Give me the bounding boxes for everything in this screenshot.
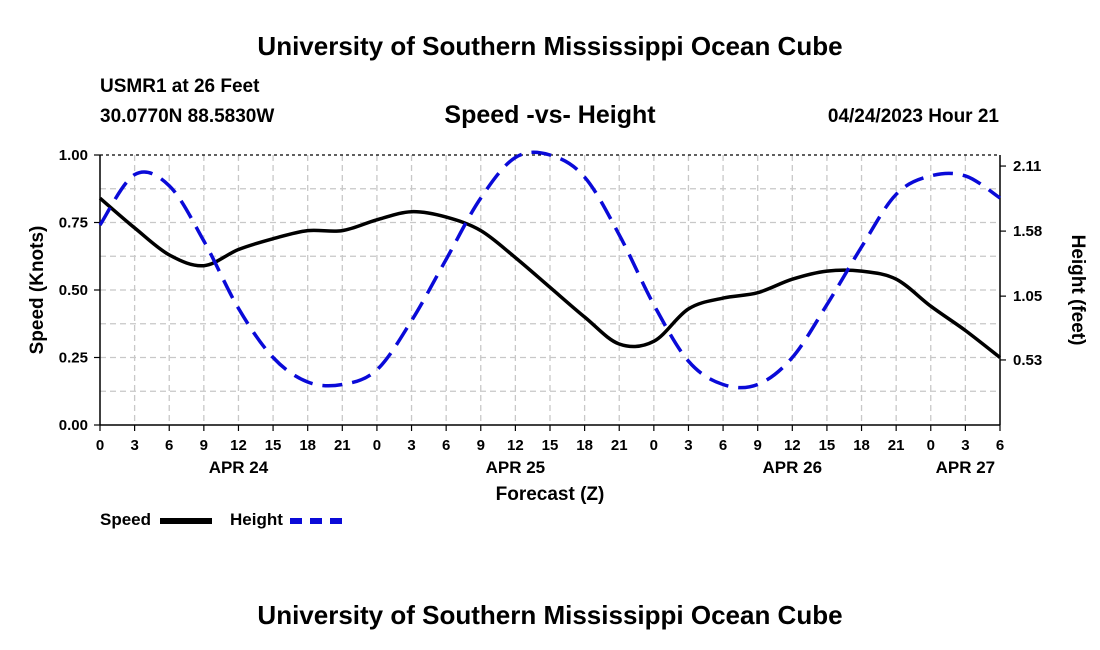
legend-speed-label: Speed (100, 510, 152, 529)
x-tick-label: 21 (334, 437, 351, 454)
y2-axis-title: Height (feet) (1067, 235, 1088, 346)
x-tick-label: 9 (200, 437, 208, 454)
x-tick-label: 21 (611, 437, 628, 454)
x-tick-label: 15 (542, 437, 559, 454)
x-tick-label: 21 (888, 437, 905, 454)
coordinates-label: 30.0770N 88.5830W (100, 106, 275, 127)
x-tick-label: 6 (165, 437, 173, 454)
y-tick-label: 1.00 (59, 147, 88, 164)
x-tick-label: 18 (299, 437, 316, 454)
y-tick-label: 0.50 (59, 282, 88, 299)
footer-title: University of Southern Mississippi Ocean… (257, 600, 843, 630)
x-tick-label: 9 (754, 437, 762, 454)
chart-subtitle: Speed -vs- Height (444, 101, 656, 129)
x-tick-label: 0 (650, 437, 658, 454)
date-label: APR 26 (763, 458, 823, 477)
x-tick-label: 18 (576, 437, 593, 454)
x-tick-label: 6 (996, 437, 1004, 454)
y-axis-title: Speed (Knots) (27, 226, 48, 355)
x-tick-label: 6 (442, 437, 450, 454)
x-tick-label: 18 (853, 437, 870, 454)
x-tick-label: 3 (961, 437, 969, 454)
legend-height-label: Height (230, 510, 283, 529)
y2-tick-label: 0.53 (1013, 352, 1042, 369)
x-tick-label: 9 (477, 437, 485, 454)
x-tick-label: 0 (96, 437, 104, 454)
x-tick-label: 0 (927, 437, 935, 454)
series-line-height (98, 150, 1001, 390)
date-label: APR 25 (486, 458, 546, 477)
x-tick-label: 3 (684, 437, 692, 454)
legend-speed-line (160, 518, 212, 524)
legend-height-line (290, 518, 342, 524)
y2-tick-label: 1.58 (1013, 223, 1042, 240)
x-tick-label: 3 (407, 437, 415, 454)
station-label: USMR1 at 26 Feet (100, 76, 260, 97)
x-tick-label: 12 (784, 437, 801, 454)
date-label: APR 24 (209, 458, 269, 477)
y2-tick-label: 2.11 (1013, 158, 1041, 175)
y2-tick-label: 1.05 (1013, 288, 1042, 305)
main-title: University of Southern Mississippi Ocean… (257, 31, 843, 61)
y-tick-label: 0.75 (59, 215, 88, 232)
x-tick-label: 3 (130, 437, 138, 454)
series-line-speed (98, 196, 1002, 359)
x-tick-label: 12 (230, 437, 247, 454)
x-tick-label: 15 (265, 437, 282, 454)
date-label: APR 27 (936, 458, 996, 477)
x-tick-label: 0 (373, 437, 381, 454)
x-tick-label: 12 (507, 437, 524, 454)
x-axis-title: Forecast (Z) (496, 484, 605, 505)
y-tick-label: 0.00 (59, 417, 88, 434)
x-tick-label: 6 (719, 437, 727, 454)
x-tick-label: 15 (819, 437, 836, 454)
datetime-label: 04/24/2023 Hour 21 (827, 106, 999, 127)
y-tick-label: 0.25 (59, 350, 88, 367)
